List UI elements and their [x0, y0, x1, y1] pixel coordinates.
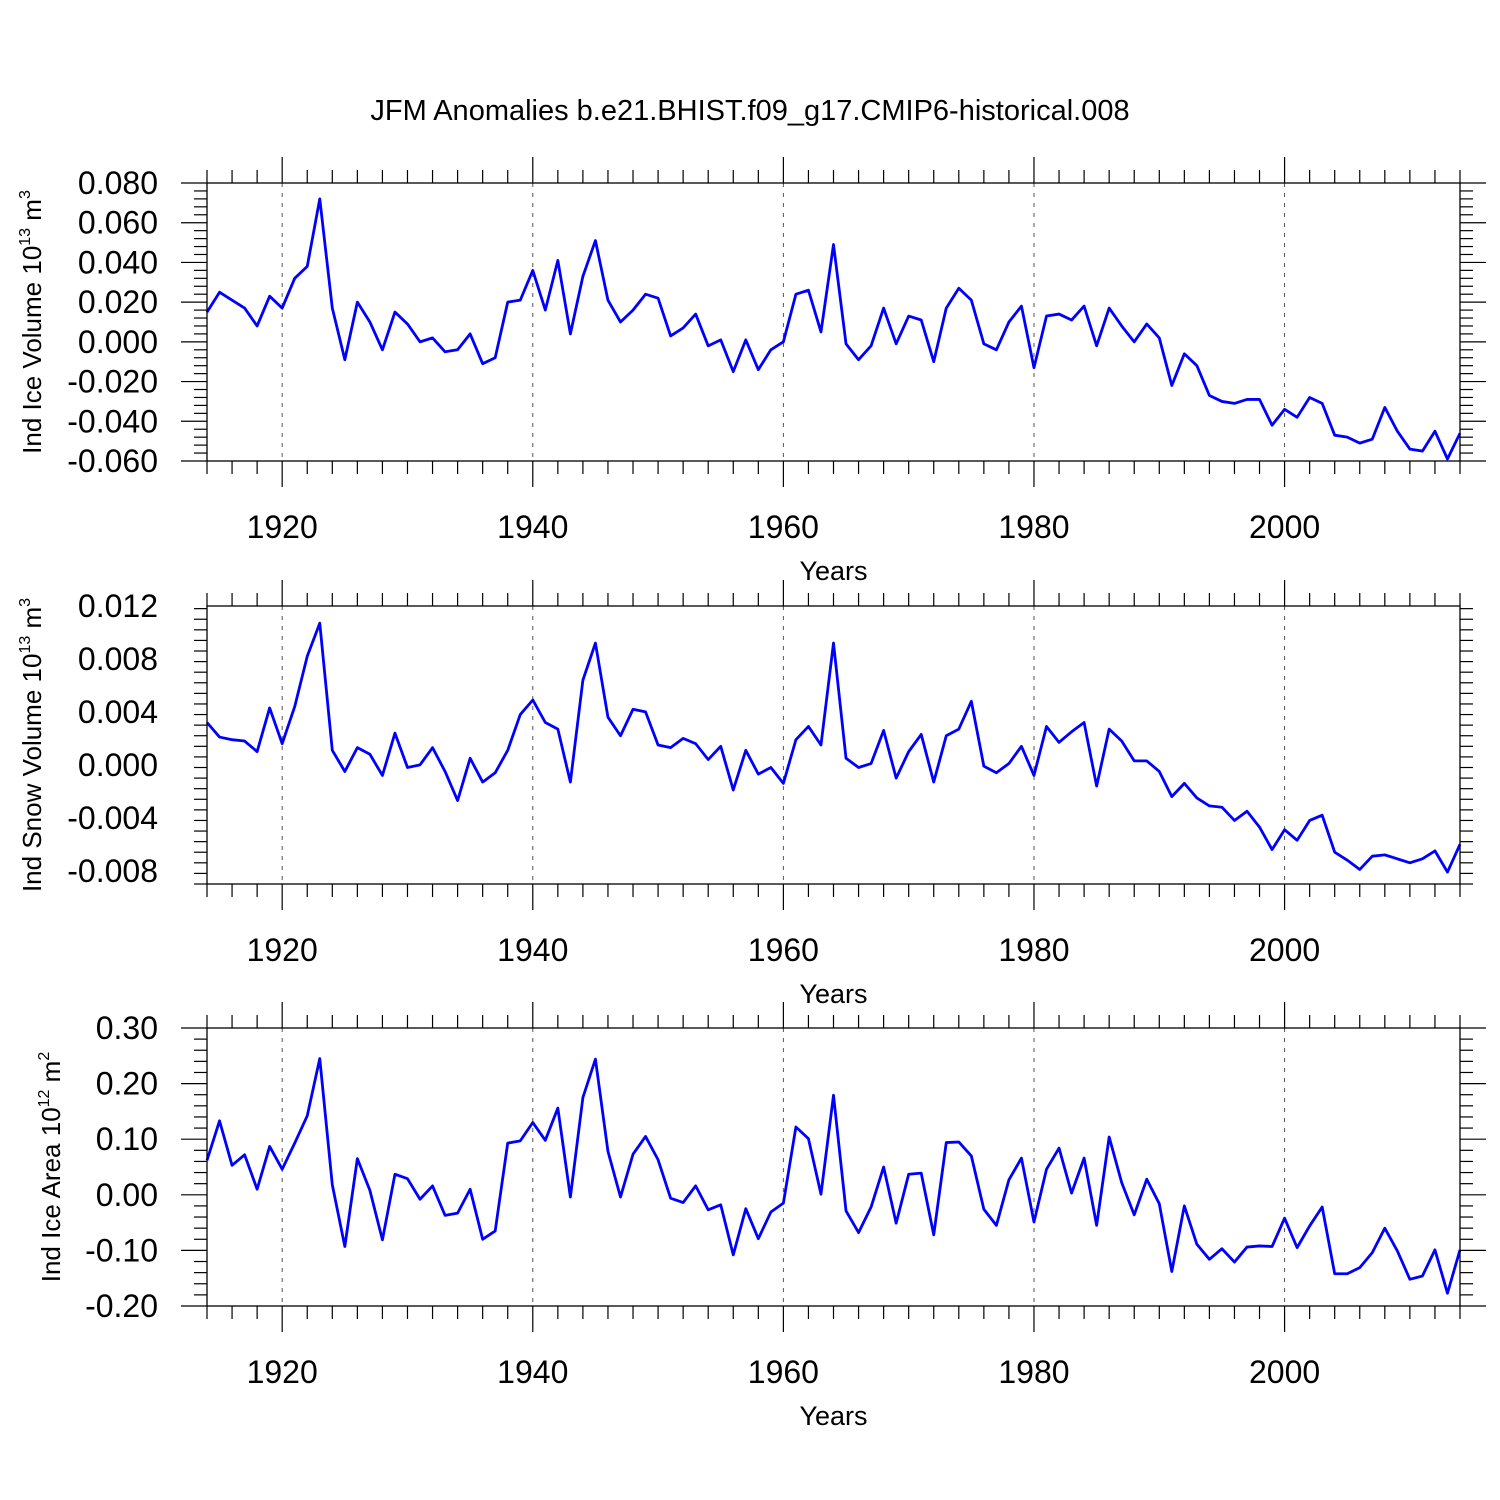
y-tick-label: 0.00	[96, 1177, 158, 1213]
y-tick-label: -0.20	[85, 1288, 158, 1324]
y-axis-title-text: Ind Ice Area 10	[36, 1107, 66, 1282]
y-tick-label: 0.012	[78, 588, 158, 624]
y-tick-label: 0.000	[78, 747, 158, 783]
y-axis-title-text: Ind Ice Volume 10	[17, 246, 47, 454]
y-tick-label: -0.020	[67, 364, 158, 400]
x-axis-title: Years	[799, 1401, 867, 1431]
series-line	[205, 1057, 1462, 1295]
y-tick-label: -0.040	[67, 403, 158, 439]
y-axis-title-text: m	[36, 1061, 66, 1090]
chart-panel-2: 1920 1940 1960 1980 2000 0.012 0.008 0.004 0.000…	[17, 580, 1473, 1009]
series-line	[205, 197, 1462, 461]
y-axis-title-text: m	[17, 199, 47, 228]
chart-panel-3: 1920 1940 1960 1980 2000 0.30 0.20 0.10 0.00 -0.1…	[36, 1002, 1486, 1431]
x-tick-label: 1920	[247, 509, 318, 545]
y-axis-title-text: m	[17, 607, 47, 636]
y-tick-label: 0.008	[78, 641, 158, 677]
y-axis-title-superscript: 13	[17, 228, 34, 246]
x-tick-label: 1980	[998, 1354, 1069, 1390]
x-tick-label: 2000	[1249, 1354, 1320, 1390]
x-tick-label: 2000	[1249, 509, 1320, 545]
y-axis-title-superscript: 13	[17, 636, 34, 654]
x-tick-label: 1940	[497, 932, 568, 968]
plot-frame	[206, 1027, 1461, 1307]
y-axis-title: Ind Ice Volume 1013 m3	[17, 190, 47, 454]
y-axis-title-superscript: 2	[36, 1052, 53, 1061]
y-tick-label: 0.080	[78, 165, 158, 201]
x-tick-label: 1960	[748, 932, 819, 968]
y-tick-label: 0.20	[96, 1066, 158, 1102]
x-tick-label: 1940	[497, 509, 568, 545]
x-axis-title: Years	[799, 556, 867, 586]
chart-title: JFM Anomalies b.e21.BHIST.f09_g17.CMIP6-…	[370, 95, 1129, 127]
y-axis-title-superscript: 3	[17, 598, 34, 607]
y-tick-label: -0.004	[67, 800, 158, 836]
x-tick-label: 1920	[247, 932, 318, 968]
y-tick-label: 0.000	[78, 324, 158, 360]
series-line	[205, 621, 1462, 874]
y-axis-title: Ind Ice Area 1012 m2	[36, 1052, 66, 1283]
x-tick-label: 2000	[1249, 932, 1320, 968]
y-tick-label: 0.040	[78, 244, 158, 280]
y-tick-label: -0.008	[67, 853, 158, 889]
y-tick-label: 0.004	[78, 694, 158, 730]
x-axis-title: Years	[799, 979, 867, 1009]
x-tick-label: 1960	[748, 1354, 819, 1390]
y-tick-label: 0.30	[96, 1010, 158, 1046]
x-tick-label: 1980	[998, 509, 1069, 545]
y-tick-label: -0.060	[67, 443, 158, 479]
x-tick-label: 1920	[247, 1354, 318, 1390]
y-tick-label: 0.10	[96, 1121, 158, 1157]
x-tick-label: 1960	[748, 509, 819, 545]
y-axis-title-superscript: 12	[36, 1089, 53, 1107]
y-tick-label: 0.020	[78, 284, 158, 320]
x-tick-label: 1980	[998, 932, 1069, 968]
y-tick-label: 0.060	[78, 205, 158, 241]
y-axis-title-text: Ind Snow Volume 10	[17, 654, 47, 893]
y-axis-title: Ind Snow Volume 1013 m3	[17, 598, 47, 892]
plot-frame	[206, 182, 1461, 462]
y-tick-label: -0.10	[85, 1232, 158, 1268]
y-axis-title-superscript: 3	[17, 190, 34, 199]
x-tick-label: 1940	[497, 1354, 568, 1390]
